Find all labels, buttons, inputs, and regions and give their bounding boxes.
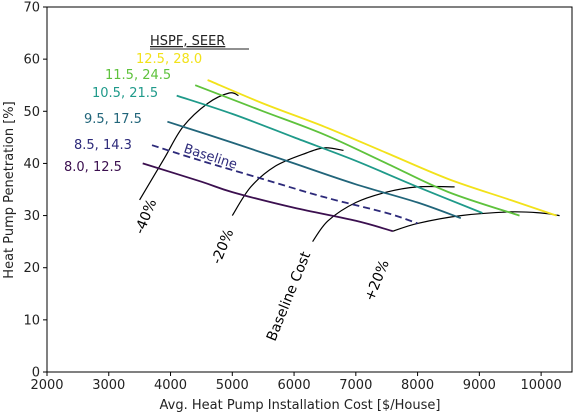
series-label-11-5-24-5: 11.5, 24.5 xyxy=(105,68,171,83)
x-tick-label: 5000 xyxy=(216,378,249,393)
series-line-9-5-17-5 xyxy=(167,120,462,220)
y-tick-label: 30 xyxy=(23,209,40,224)
series-line-10-5-21-5 xyxy=(176,94,483,214)
y-tick-label: 60 xyxy=(23,53,40,68)
x-tick-label: 2000 xyxy=(30,378,63,393)
y-tick-label: 10 xyxy=(23,313,40,328)
y-tick-label: 20 xyxy=(23,261,40,276)
legend-title: HSPF, SEER xyxy=(150,34,225,49)
cost-contour-lines xyxy=(139,92,560,242)
series-label-9-5-17-5: 9.5, 17.5 xyxy=(84,112,142,127)
series-line-8-0-12-5 xyxy=(142,162,394,233)
cost-contour-20 xyxy=(231,147,344,216)
cost-contour-baseline-cost xyxy=(312,185,455,242)
cost-contour-40 xyxy=(139,92,239,201)
series-line-11-5-24-5 xyxy=(194,84,520,217)
series-line-8-5-14-3 xyxy=(151,144,418,225)
contour-label-minus-20: -20% xyxy=(209,227,237,267)
series-lines xyxy=(142,79,557,233)
y-tick-label: 0 xyxy=(32,366,40,381)
contour-label-baseline-cost: Baseline Cost xyxy=(264,249,315,343)
x-tick-label: 4000 xyxy=(154,378,187,393)
x-tick-label: 10000 xyxy=(520,378,561,393)
x-tick-label: 7000 xyxy=(339,378,372,393)
y-axis-label: Heat Pump Penetration [%] xyxy=(2,101,17,278)
series-label-8-5-14-3: 8.5, 14.3 xyxy=(74,138,132,153)
x-axis-label: Avg. Heat Pump Installation Cost [$/Hous… xyxy=(160,398,441,413)
x-tick-label: 8000 xyxy=(401,378,434,393)
y-tick-label: 40 xyxy=(23,157,40,172)
x-tick-label: 6000 xyxy=(278,378,311,393)
y-tick-label: 50 xyxy=(23,105,40,120)
plot-frame xyxy=(46,6,573,373)
y-tick-label: 70 xyxy=(23,1,40,16)
x-tick-label: 3000 xyxy=(92,378,125,393)
x-axis-ticks: 2000 3000 4000 5000 6000 7000 8000 9000 10000 xyxy=(30,372,562,393)
y-axis-ticks: 0 10 20 30 40 50 60 70 xyxy=(23,1,47,381)
cost-contour-20 xyxy=(392,211,560,232)
series-label-10-5-21-5: 10.5, 21.5 xyxy=(92,86,158,101)
baseline-curve-label: Baseline xyxy=(182,142,239,173)
series-label-8-0-12-5: 8.0, 12.5 xyxy=(64,160,122,175)
series-label-12-5-28-0: 12.5, 28.0 xyxy=(136,52,202,67)
contour-label-plus-20: +20% xyxy=(362,258,393,304)
series-line-12-5-28-0 xyxy=(207,79,557,217)
x-tick-label: 9000 xyxy=(463,378,496,393)
contour-label-minus-40: -40% xyxy=(132,197,160,237)
